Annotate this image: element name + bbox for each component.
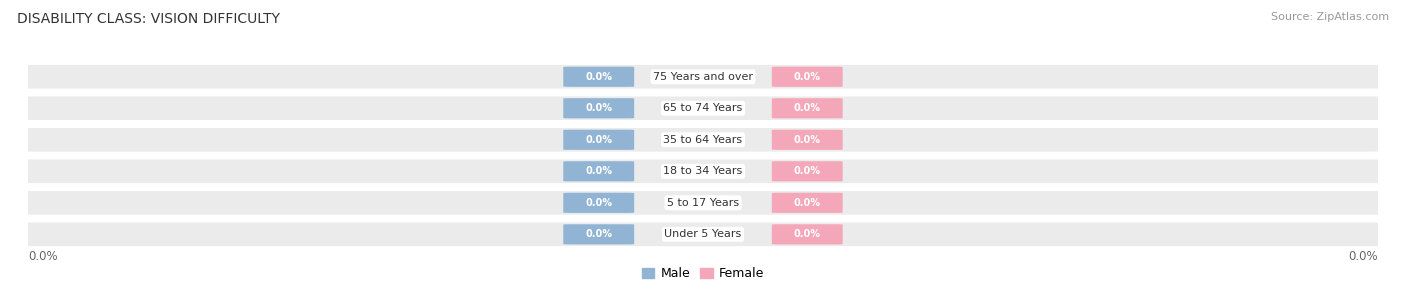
Text: 0.0%: 0.0% — [794, 103, 821, 113]
FancyBboxPatch shape — [8, 221, 1398, 248]
Legend: Male, Female: Male, Female — [637, 262, 769, 285]
Text: 0.0%: 0.0% — [28, 250, 58, 263]
Text: 0.0%: 0.0% — [794, 72, 821, 82]
Text: Source: ZipAtlas.com: Source: ZipAtlas.com — [1271, 12, 1389, 22]
Text: 0.0%: 0.0% — [585, 229, 612, 239]
FancyBboxPatch shape — [772, 224, 842, 244]
Text: 0.0%: 0.0% — [585, 135, 612, 145]
Text: 0.0%: 0.0% — [1348, 250, 1378, 263]
Text: 0.0%: 0.0% — [794, 135, 821, 145]
FancyBboxPatch shape — [564, 98, 634, 118]
Text: DISABILITY CLASS: VISION DIFFICULTY: DISABILITY CLASS: VISION DIFFICULTY — [17, 12, 280, 26]
FancyBboxPatch shape — [564, 224, 634, 244]
FancyBboxPatch shape — [772, 130, 842, 150]
Text: 35 to 64 Years: 35 to 64 Years — [664, 135, 742, 145]
FancyBboxPatch shape — [8, 158, 1398, 185]
FancyBboxPatch shape — [772, 67, 842, 87]
FancyBboxPatch shape — [564, 130, 634, 150]
Text: 0.0%: 0.0% — [585, 166, 612, 176]
FancyBboxPatch shape — [772, 193, 842, 213]
FancyBboxPatch shape — [8, 189, 1398, 216]
FancyBboxPatch shape — [772, 98, 842, 118]
Text: 0.0%: 0.0% — [585, 72, 612, 82]
FancyBboxPatch shape — [8, 63, 1398, 90]
FancyBboxPatch shape — [8, 95, 1398, 122]
Text: 0.0%: 0.0% — [794, 198, 821, 208]
FancyBboxPatch shape — [772, 161, 842, 181]
FancyBboxPatch shape — [564, 161, 634, 181]
Text: 75 Years and over: 75 Years and over — [652, 72, 754, 82]
Text: 65 to 74 Years: 65 to 74 Years — [664, 103, 742, 113]
Text: 18 to 34 Years: 18 to 34 Years — [664, 166, 742, 176]
Text: 0.0%: 0.0% — [794, 166, 821, 176]
FancyBboxPatch shape — [564, 193, 634, 213]
FancyBboxPatch shape — [564, 67, 634, 87]
Text: 5 to 17 Years: 5 to 17 Years — [666, 198, 740, 208]
Text: 0.0%: 0.0% — [794, 229, 821, 239]
FancyBboxPatch shape — [8, 126, 1398, 153]
Text: 0.0%: 0.0% — [585, 103, 612, 113]
Text: Under 5 Years: Under 5 Years — [665, 229, 741, 239]
Text: 0.0%: 0.0% — [585, 198, 612, 208]
